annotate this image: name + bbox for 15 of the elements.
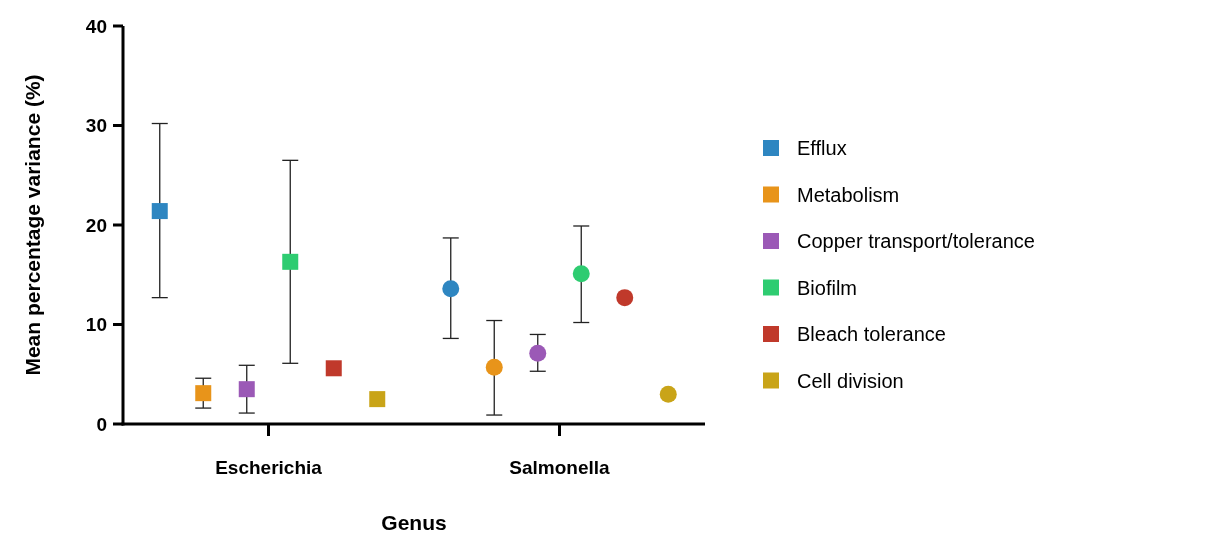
legend-label: Biofilm bbox=[797, 276, 858, 299]
y-tick-label: 0 bbox=[96, 413, 107, 435]
y-axis-title: Mean percentage variance (%) bbox=[21, 74, 44, 376]
y-tick-label: 10 bbox=[85, 314, 107, 336]
y-tick-label: 20 bbox=[85, 214, 107, 236]
y-tick-label: 40 bbox=[85, 15, 107, 37]
x-tick-label: Escherichia bbox=[215, 457, 323, 478]
legend-label: Efflux bbox=[797, 137, 847, 159]
legend-label: Cell division bbox=[797, 369, 904, 392]
legend-label: Metabolism bbox=[797, 183, 900, 206]
x-axis-title: Genus bbox=[381, 511, 447, 534]
y-tick-label: 30 bbox=[85, 115, 107, 137]
x-tick-label: Salmonella bbox=[509, 457, 611, 478]
legend-label: Bleach tolerance bbox=[797, 323, 946, 345]
legend-label: Copper transport/tolerance bbox=[797, 230, 1035, 252]
